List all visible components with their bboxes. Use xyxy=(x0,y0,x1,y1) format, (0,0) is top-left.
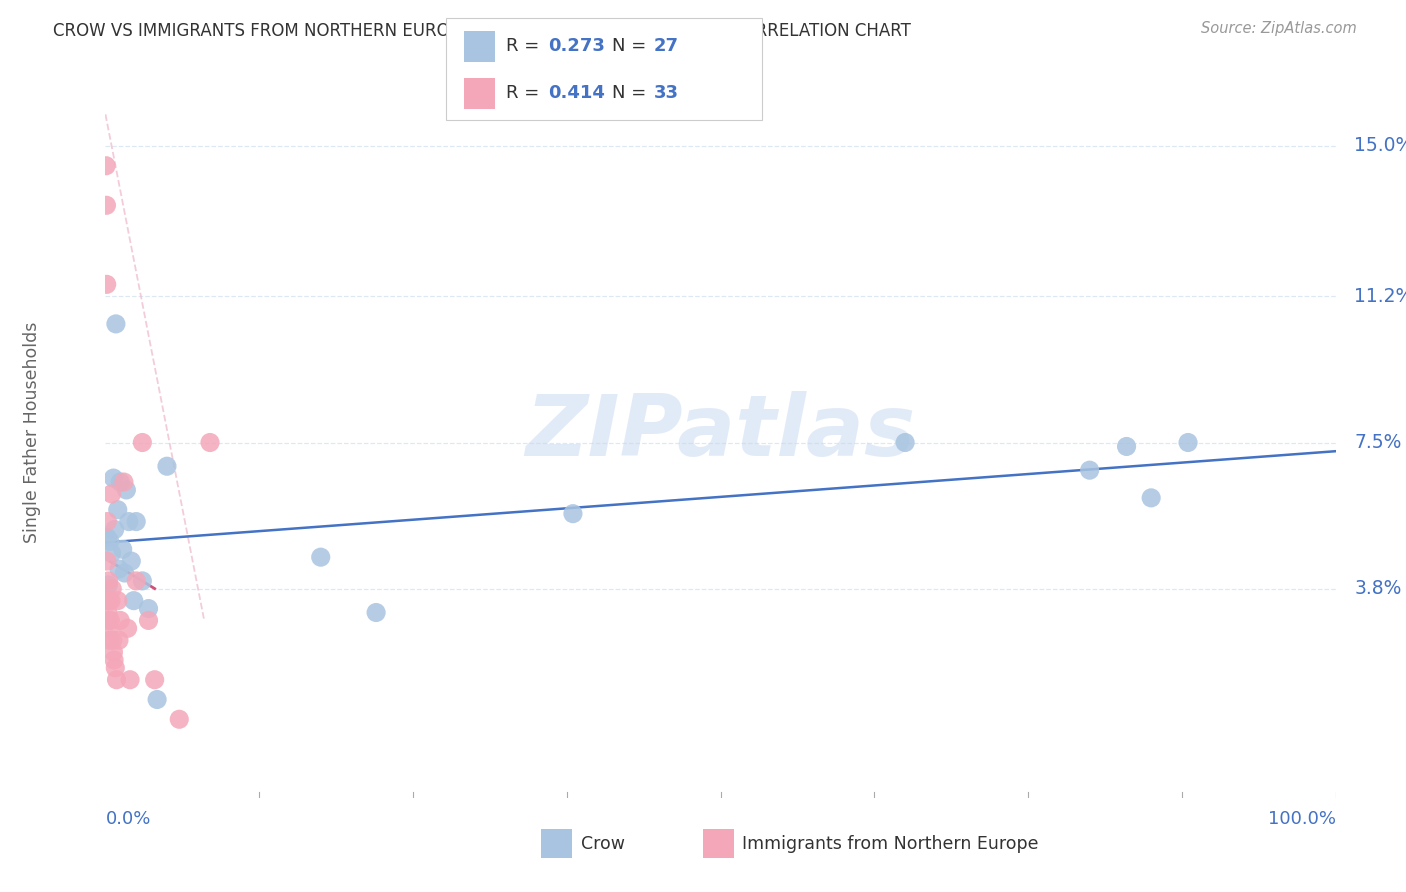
Point xyxy=(1078,463,1101,477)
Point xyxy=(108,633,131,648)
Point xyxy=(110,475,132,489)
Text: 27: 27 xyxy=(654,37,679,54)
Point xyxy=(118,515,141,529)
Text: ZIPatlas: ZIPatlas xyxy=(526,391,915,475)
Point xyxy=(131,435,153,450)
Point xyxy=(108,562,131,576)
Point xyxy=(169,712,191,726)
Point xyxy=(98,534,121,549)
Text: Single Father Households: Single Father Households xyxy=(22,322,41,543)
Point xyxy=(100,593,122,607)
Point xyxy=(105,673,128,687)
Point xyxy=(122,593,145,607)
Point xyxy=(103,471,125,485)
Point xyxy=(366,606,388,620)
Text: 0.414: 0.414 xyxy=(548,84,605,102)
Point xyxy=(562,507,585,521)
Point xyxy=(1115,440,1137,454)
Point xyxy=(103,653,125,667)
Point xyxy=(131,574,153,588)
Point xyxy=(96,530,118,544)
Point xyxy=(138,614,160,628)
Point xyxy=(101,633,124,648)
Point xyxy=(97,574,120,588)
Text: Source: ZipAtlas.com: Source: ZipAtlas.com xyxy=(1201,21,1357,36)
Point xyxy=(1177,435,1199,450)
Point xyxy=(198,435,221,450)
Point xyxy=(112,475,135,489)
Point xyxy=(114,566,136,580)
Point xyxy=(97,593,120,607)
Point xyxy=(110,614,132,628)
Point xyxy=(143,673,166,687)
Point xyxy=(104,661,127,675)
Point xyxy=(96,198,118,212)
Point xyxy=(96,554,118,568)
Text: CROW VS IMMIGRANTS FROM NORTHERN EUROPE SINGLE FATHER HOUSEHOLDS CORRELATION CHA: CROW VS IMMIGRANTS FROM NORTHERN EUROPE … xyxy=(53,22,911,40)
Point xyxy=(100,487,122,501)
Text: N =: N = xyxy=(612,84,651,102)
Point xyxy=(97,606,120,620)
Point xyxy=(107,502,129,516)
Point xyxy=(120,673,141,687)
Text: N =: N = xyxy=(612,37,651,54)
Point xyxy=(98,614,122,628)
Text: 0.273: 0.273 xyxy=(548,37,605,54)
Point xyxy=(146,692,169,706)
Point xyxy=(98,621,121,635)
Point xyxy=(120,554,142,568)
Point xyxy=(94,159,117,173)
Text: 11.2%: 11.2% xyxy=(1354,286,1406,306)
Point xyxy=(107,593,129,607)
Point xyxy=(98,633,121,648)
Text: 3.8%: 3.8% xyxy=(1354,579,1402,599)
Text: R =: R = xyxy=(506,84,546,102)
Point xyxy=(97,614,120,628)
Text: 15.0%: 15.0% xyxy=(1354,136,1406,155)
Point xyxy=(104,317,127,331)
Point xyxy=(111,542,134,557)
Text: Crow: Crow xyxy=(581,835,624,853)
Point xyxy=(101,582,124,596)
Point xyxy=(156,459,179,474)
Point xyxy=(115,483,138,497)
Text: 100.0%: 100.0% xyxy=(1268,810,1336,828)
Point xyxy=(125,574,148,588)
Point xyxy=(894,435,917,450)
Point xyxy=(309,550,332,565)
Point xyxy=(97,593,120,607)
Point xyxy=(117,621,139,635)
Point xyxy=(100,546,122,560)
Point xyxy=(104,523,127,537)
Text: 7.5%: 7.5% xyxy=(1354,433,1402,452)
Text: R =: R = xyxy=(506,37,546,54)
Text: Immigrants from Northern Europe: Immigrants from Northern Europe xyxy=(742,835,1039,853)
Point xyxy=(103,645,125,659)
Point xyxy=(125,515,148,529)
Point xyxy=(97,578,120,592)
Point xyxy=(1140,491,1163,505)
Point xyxy=(138,601,160,615)
Point xyxy=(96,277,118,292)
Text: 33: 33 xyxy=(654,84,679,102)
Point xyxy=(96,515,118,529)
Text: 0.0%: 0.0% xyxy=(105,810,150,828)
